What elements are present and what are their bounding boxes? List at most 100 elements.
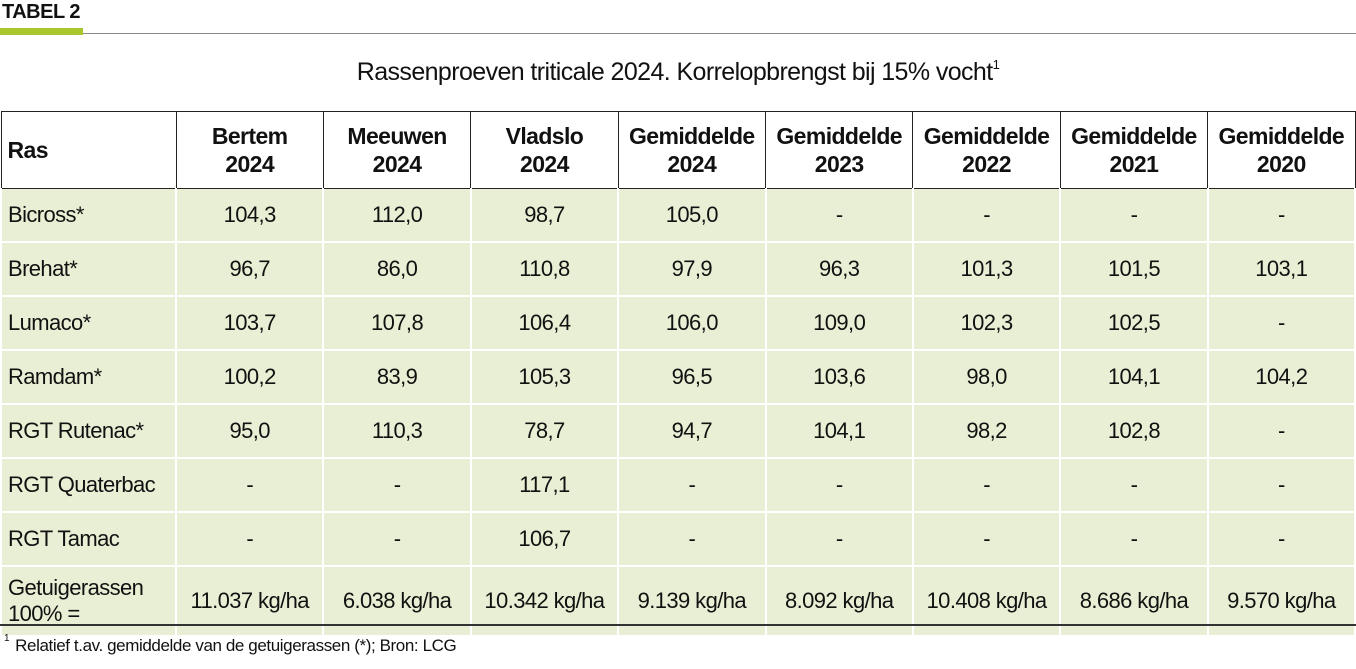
- footnote-text: Relatief t.av. gemiddelde van de getuige…: [15, 636, 457, 655]
- yield-value-cell: 96,3: [764, 241, 914, 297]
- yield-value-cell: 101,5: [1059, 241, 1209, 297]
- yield-value-cell: -: [764, 511, 914, 567]
- footnote: 1 Relatief t.av. gemiddelde van de getuig…: [4, 633, 457, 656]
- column-header-line2: 2024: [372, 151, 422, 177]
- column-header-line2: 2023: [814, 151, 864, 177]
- table-row: Bicross* 104,3 112,0 98,7 105,0- - - -: [0, 188, 1356, 243]
- yield-value-cell: 86,0: [322, 241, 472, 297]
- column-header-line1: Gemiddelde: [1071, 123, 1197, 149]
- yield-value-cell: 98,7: [469, 188, 620, 243]
- variety-name-cell: RGT Quaterbac: [0, 457, 177, 513]
- yield-value-cell: -: [1059, 188, 1209, 243]
- caption-footnote-marker: 1: [992, 56, 1000, 72]
- column-header: Bertem 2024: [175, 111, 324, 189]
- yield-value-cell: -: [174, 457, 325, 513]
- yield-value-cell: 107,8: [322, 295, 472, 351]
- yield-value-cell: 102,5: [1059, 295, 1209, 351]
- yield-value-cell: -: [1206, 295, 1356, 351]
- yield-value-cell: -: [1206, 511, 1356, 567]
- column-header-line2: 2024: [667, 151, 717, 177]
- column-header-line1: Meeuwen: [347, 123, 447, 149]
- column-header-line2: 2020: [1256, 151, 1306, 177]
- column-header-line1: Gemiddelde: [628, 123, 755, 149]
- yield-value-cell: -: [617, 511, 767, 567]
- label-divider: [83, 33, 1356, 34]
- yield-value-cell: -: [322, 457, 472, 513]
- yield-value-cell: 104,1: [764, 403, 914, 459]
- column-header-line1: Vladslo: [505, 123, 584, 149]
- yield-value-cell: 83,9: [322, 349, 472, 405]
- variety-name-cell: Ramdam*: [0, 349, 177, 405]
- column-header-line2: 2024: [520, 151, 569, 177]
- yield-value-cell: 98,2: [911, 403, 1062, 459]
- yield-value-cell: -: [1059, 511, 1209, 567]
- table-header: Ras Bertem 2024 Meeuwen 2024 Vladslo 2024 Gemid…: [0, 111, 1356, 189]
- yield-value-cell: 105,3: [469, 349, 620, 405]
- yield-table: Ras Bertem 2024 Meeuwen 2024 Vladslo 2024 Gemid…: [0, 111, 1356, 637]
- header-row: Ras Bertem 2024 Meeuwen 2024 Vladslo 2024 Gemid…: [0, 111, 1356, 189]
- column-header-line1: Gemiddelde: [923, 123, 1050, 149]
- yield-value-cell: 95,0: [174, 403, 325, 459]
- yield-value-cell: 103,6: [764, 349, 914, 405]
- yield-value-cell: 96,7: [174, 241, 325, 297]
- column-header-line1: Ras: [7, 137, 49, 163]
- yield-value-cell: 110,3: [322, 403, 472, 459]
- column-header: Gemiddelde 2021: [1059, 111, 1209, 189]
- yield-value-cell: 100,2: [174, 349, 325, 405]
- yield-value-cell: -: [911, 457, 1062, 513]
- yield-value-cell: -: [764, 188, 914, 243]
- column-header-line1: Bertem: [211, 123, 288, 149]
- column-header-line2: 2022: [962, 151, 1011, 177]
- table-bottom-rule: [0, 624, 1356, 626]
- column-header: Vladslo 2024: [470, 111, 619, 189]
- yield-value-cell: 103,7: [174, 295, 325, 351]
- reference-label-line1: Getuigerassen: [8, 575, 144, 600]
- label-accent-bar: [0, 28, 83, 35]
- yield-value-cell: 97,9: [617, 241, 767, 297]
- column-header: Meeuwen 2024: [322, 111, 472, 189]
- table-row: Brehat* 96,7 86,0 110,8 97,9 96,3 101,3 101,5 10…: [0, 241, 1356, 297]
- yield-value-cell: 101,3: [911, 241, 1062, 297]
- table-label: TABEL 2: [0, 0, 1356, 36]
- column-header-line2: 2024: [225, 151, 275, 177]
- yield-value-cell: 78,7: [469, 403, 620, 459]
- yield-value-cell: 109,0: [764, 295, 914, 351]
- table-caption: Rassenproeven triticale 2024. Korrelopbr…: [0, 56, 1356, 87]
- yield-value-cell: -: [764, 457, 914, 513]
- yield-value-cell: -: [911, 188, 1062, 243]
- yield-value-cell: 102,8: [1059, 403, 1209, 459]
- yield-value-cell: -: [322, 511, 472, 567]
- yield-value-cell: 112,0: [322, 188, 472, 243]
- yield-value-cell: 94,7: [617, 403, 767, 459]
- yield-value-cell: -: [1206, 457, 1356, 513]
- table-row: RGT Rutenac* 95,0 110,3 78,7 94,7 104,1 98,2 10…: [0, 403, 1356, 459]
- table-row: Ramdam* 100,2 83,9 105,3 96,5 103,6 98,0 104,1 1…: [0, 349, 1356, 405]
- table-row: RGT Tamac - -106,7- - - - -: [0, 511, 1356, 567]
- yield-value-cell: 104,2: [1206, 349, 1356, 405]
- table-body: Bicross* 104,3 112,0 98,7 105,0- - - - Brehat* 96…: [0, 188, 1356, 637]
- variety-name-cell: Bicross*: [0, 188, 177, 243]
- yield-value-cell: 102,3: [911, 295, 1062, 351]
- column-header: Gemiddelde 2022: [912, 111, 1061, 189]
- yield-value-cell: -: [1206, 403, 1356, 459]
- yield-value-cell: -: [174, 511, 325, 567]
- yield-value-cell: -: [1059, 457, 1209, 513]
- footnote-marker: 1: [4, 633, 10, 645]
- column-header-line1: Gemiddelde: [1218, 123, 1345, 149]
- caption-text: Rassenproeven triticale 2024. Korrelopbr…: [356, 58, 993, 86]
- variety-name-cell: Brehat*: [0, 241, 177, 297]
- yield-value-cell: 117,1: [469, 457, 620, 513]
- column-header-line1: Gemiddelde: [776, 123, 903, 149]
- yield-value-cell: 96,5: [617, 349, 767, 405]
- yield-value-cell: 106,0: [617, 295, 767, 351]
- table-label-text: TABEL 2: [2, 1, 81, 23]
- yield-value-cell: 106,7: [469, 511, 620, 567]
- yield-value-cell: 106,4: [469, 295, 620, 351]
- yield-value-cell: 104,3: [174, 188, 325, 243]
- yield-value-cell: -: [617, 457, 767, 513]
- table-row: Lumaco* 103,7 107,8 106,4 106,0 109,0 102,3 102…: [0, 295, 1356, 351]
- yield-value-cell: -: [911, 511, 1062, 567]
- column-header-ras: Ras: [0, 111, 177, 189]
- yield-value-cell: 104,1: [1059, 349, 1209, 405]
- column-header: Gemiddelde 2020: [1207, 111, 1356, 189]
